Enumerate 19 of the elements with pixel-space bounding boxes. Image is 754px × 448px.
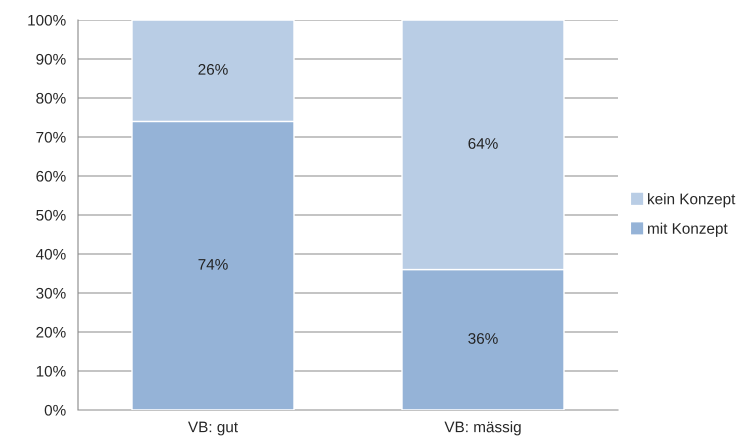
legend-label: mit Konzept	[648, 222, 728, 237]
y-tick-label: 90%	[36, 54, 66, 65]
data-label: 36%	[468, 333, 498, 344]
data-label: 74%	[198, 259, 228, 270]
y-tick-label: 70%	[36, 132, 66, 143]
y-tick-label: 10%	[36, 366, 66, 377]
data-label: 64%	[468, 138, 498, 149]
y-tick-label: 20%	[36, 326, 66, 338]
y-tick-label: 80%	[36, 92, 66, 104]
data-label: 26%	[198, 64, 228, 75]
y-tick-label: 0%	[44, 404, 66, 416]
x-tick-label: VB: mässig	[444, 421, 521, 436]
x-tick-label: VB: gut	[188, 422, 238, 436]
y-tick-label: 50%	[36, 210, 66, 221]
y-tick-label: 60%	[36, 170, 66, 182]
y-tick-label: 30%	[36, 288, 66, 299]
legend-label: kein Konzept	[648, 193, 736, 208]
y-tick-label: 40%	[36, 248, 66, 260]
y-tick-label: 100%	[28, 14, 66, 26]
